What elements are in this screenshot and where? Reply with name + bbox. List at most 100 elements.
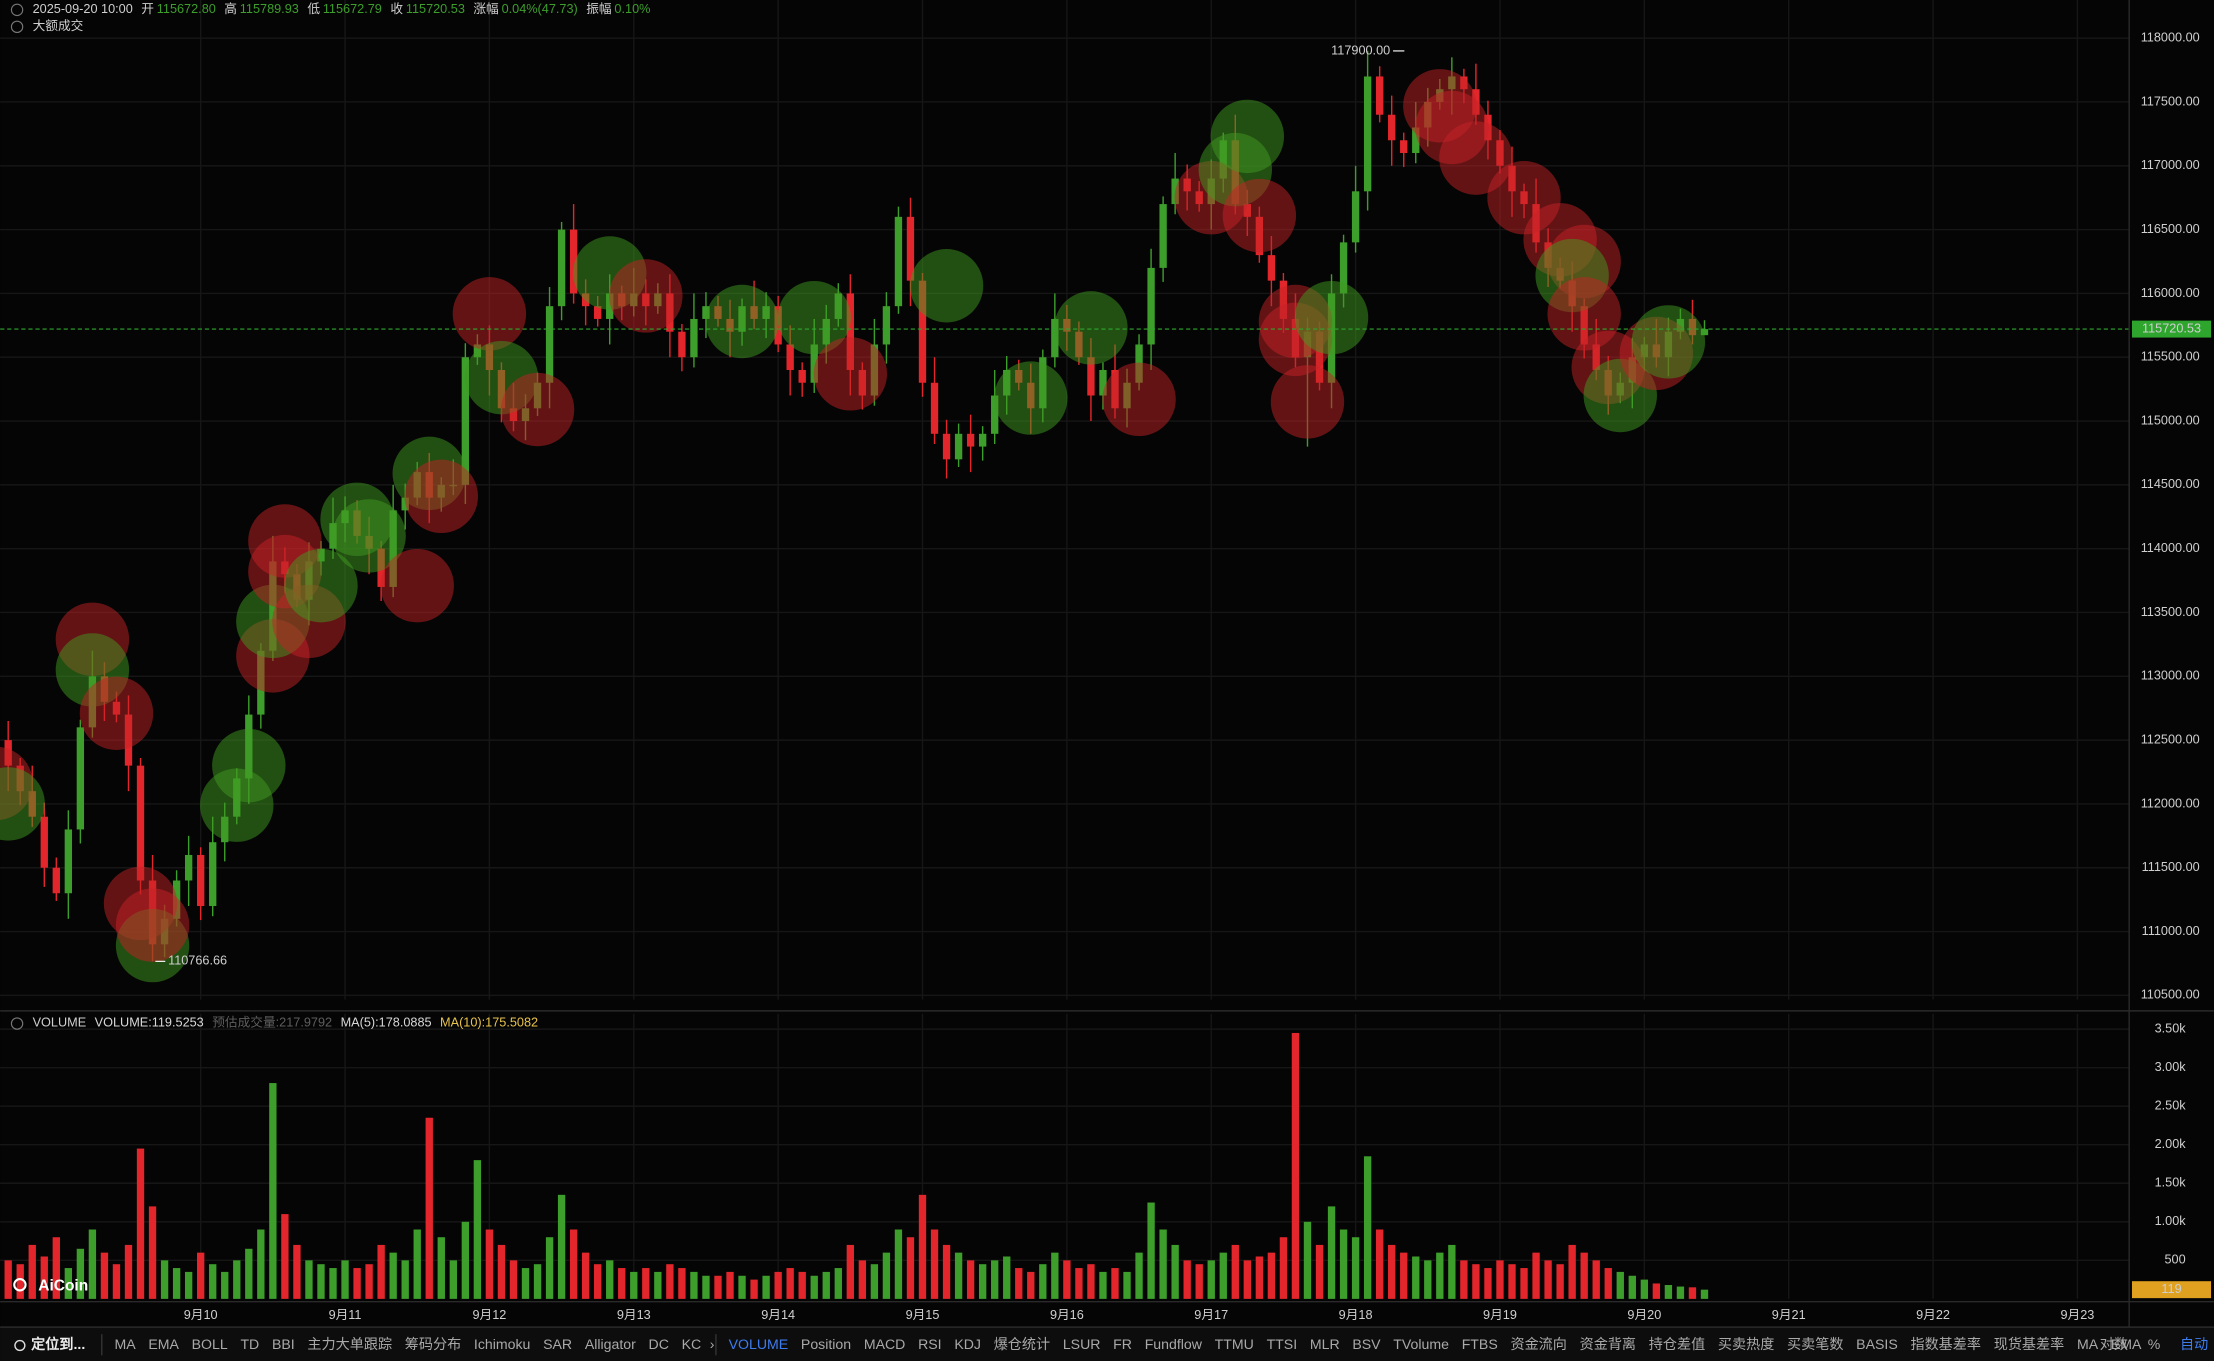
- indicator-button[interactable]: DC: [649, 1336, 669, 1352]
- volume-bar: [473, 1160, 482, 1299]
- volume-bar: [642, 1268, 650, 1299]
- candle-body: [991, 395, 999, 434]
- indicator-button[interactable]: BBI: [272, 1336, 295, 1352]
- volume-bar: [1267, 1252, 1276, 1299]
- y-tick-label: 118000.00: [2141, 31, 2200, 45]
- volume-stat: VOLUME:119.5253: [95, 1016, 204, 1030]
- volume-bar: [221, 1271, 229, 1299]
- volume-bar: [269, 1083, 277, 1299]
- indicator-button[interactable]: 爆仓统计: [994, 1336, 1050, 1352]
- indicator-button[interactable]: MACD: [864, 1336, 906, 1352]
- indicator-button[interactable]: Ichimoku: [474, 1336, 530, 1352]
- indicator-button[interactable]: 买卖笔数: [1787, 1336, 1843, 1352]
- indicator-button[interactable]: MA: [2077, 1336, 2099, 1352]
- toggle-button[interactable]: %: [2148, 1336, 2161, 1352]
- logo-text: AiCoin: [38, 1277, 88, 1294]
- collapse-icon[interactable]: [10, 3, 24, 17]
- volume-bar: [305, 1260, 313, 1299]
- candle-body: [678, 331, 686, 358]
- indicator-button[interactable]: 筹码分布: [405, 1336, 461, 1352]
- indicator-button[interactable]: SAR: [543, 1336, 572, 1352]
- volume-bar: [1243, 1260, 1251, 1299]
- large-trade-bubble: [813, 337, 888, 411]
- header-value: 115789.93: [240, 2, 299, 16]
- candle-body: [1267, 255, 1276, 281]
- volume-bar: [1147, 1202, 1155, 1299]
- indicator-button[interactable]: 现货基差率: [1994, 1336, 2065, 1352]
- x-tick-label: 9月15: [906, 1308, 940, 1322]
- indicator-button[interactable]: 持仓差值: [1649, 1336, 1705, 1352]
- volume-bar: [1351, 1237, 1360, 1299]
- x-tick-label: 9月11: [329, 1308, 362, 1322]
- indicator-button[interactable]: RSI: [918, 1336, 942, 1352]
- large-trade-bubble: [1222, 178, 1297, 253]
- candle-body: [1700, 329, 1709, 336]
- indicator-button[interactable]: TD: [240, 1336, 259, 1352]
- header-label: 低: [307, 2, 320, 16]
- volume-bar: [533, 1264, 542, 1299]
- indicator-button[interactable]: VOLUME: [729, 1336, 789, 1352]
- indicator-button[interactable]: Position: [801, 1336, 851, 1352]
- volume-bar: [942, 1244, 951, 1299]
- indicator-button[interactable]: 主力大单跟踪: [307, 1336, 392, 1352]
- y-tick-label: 116000.00: [2141, 286, 2200, 300]
- indicator-button[interactable]: 资金背离: [1580, 1336, 1636, 1352]
- large-trade-bubble: [1054, 291, 1128, 365]
- candle-body: [1351, 191, 1360, 243]
- x-tick-label: 9月16: [1050, 1308, 1084, 1322]
- volume-bar: [1556, 1264, 1564, 1299]
- volume-bar: [365, 1264, 373, 1299]
- volume-bar: [112, 1264, 121, 1299]
- large-trade-bubble: [1270, 365, 1345, 439]
- collapse-icon[interactable]: [10, 20, 24, 34]
- volume-bar: [160, 1260, 169, 1299]
- volume-bar: [978, 1264, 987, 1299]
- indicator-button[interactable]: BASIS: [1856, 1336, 1898, 1352]
- toolbar: [0, 1327, 2214, 1361]
- collapse-icon[interactable]: [10, 1017, 24, 1030]
- indicator-button[interactable]: 指数基差率: [1910, 1336, 1981, 1352]
- volume-bar: [1676, 1286, 1685, 1299]
- volume-bar: [1508, 1264, 1516, 1299]
- indicator-button[interactable]: EMA: [2111, 1336, 2142, 1352]
- large-trade-bubble: [452, 277, 527, 351]
- candle-body: [1375, 76, 1384, 115]
- volume-bar: [1315, 1244, 1324, 1299]
- indicator-button[interactable]: Fundflow: [1145, 1336, 1203, 1352]
- indicator-button[interactable]: KDJ: [954, 1336, 981, 1352]
- indicator-button[interactable]: TVolume: [1393, 1336, 1449, 1352]
- indicator-button[interactable]: MLR: [1310, 1336, 1340, 1352]
- candle-body: [209, 842, 217, 907]
- locate-button[interactable]: 定位到...: [31, 1336, 85, 1352]
- volume-bar: [40, 1256, 48, 1299]
- indicator-button[interactable]: FTBS: [1462, 1336, 1498, 1352]
- indicator-button[interactable]: 资金流向: [1510, 1336, 1566, 1352]
- candle-body: [1051, 318, 1059, 358]
- indicator-button[interactable]: BSV: [1352, 1336, 1381, 1352]
- indicator-button[interactable]: BOLL: [192, 1336, 228, 1352]
- toggle-button[interactable]: 自动: [2180, 1336, 2208, 1352]
- indicator-button[interactable]: MA: [114, 1336, 136, 1352]
- volume-bar: [870, 1264, 879, 1299]
- volume-bar: [1520, 1268, 1528, 1299]
- last-volume-box: [2131, 1281, 2212, 1299]
- indicator-button[interactable]: 买卖热度: [1718, 1336, 1774, 1352]
- indicator-button[interactable]: TTMU: [1215, 1336, 1254, 1352]
- volume-bar: [1363, 1156, 1372, 1299]
- indicator-button[interactable]: LSUR: [1063, 1336, 1101, 1352]
- volume-bar: [497, 1244, 506, 1299]
- y-tick-label: 117000.00: [2141, 158, 2200, 172]
- indicator-button[interactable]: EMA: [148, 1336, 179, 1352]
- toggle-button[interactable]: 对数: [2100, 1336, 2128, 1352]
- volume-bar: [1496, 1260, 1504, 1299]
- indicator-button[interactable]: KC: [682, 1336, 702, 1352]
- volume-bar: [4, 1260, 12, 1299]
- indicator-button[interactable]: TTSI: [1267, 1336, 1298, 1352]
- volume-tick-label: 500: [2164, 1253, 2185, 1267]
- indicator-button[interactable]: FR: [1113, 1336, 1132, 1352]
- candle-body: [1159, 204, 1167, 268]
- volume-bar: [738, 1275, 746, 1299]
- indicator-button[interactable]: Alligator: [585, 1336, 636, 1352]
- volume-bar: [1388, 1244, 1396, 1299]
